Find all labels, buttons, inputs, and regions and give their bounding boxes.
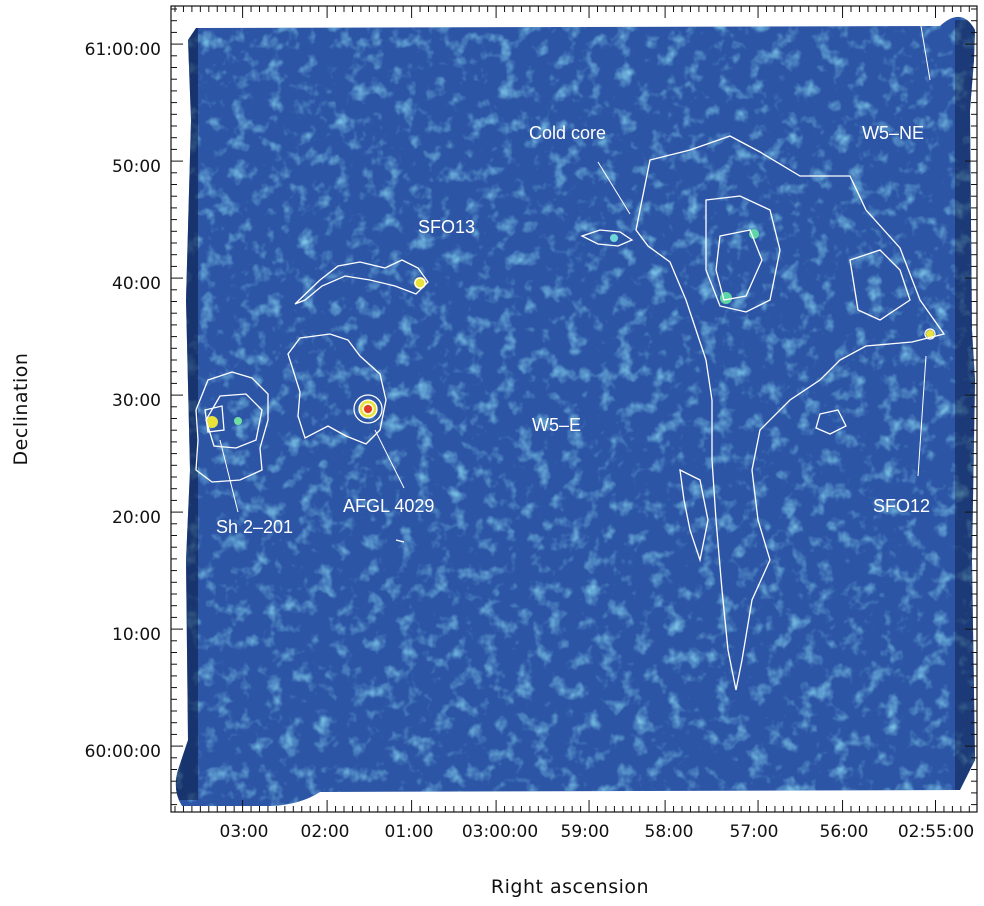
- sfo12-peak: [926, 330, 934, 338]
- contours: [195, 135, 946, 691]
- x-axis-title: Right ascension: [491, 876, 649, 898]
- y-tick-label: 20:00: [112, 508, 161, 528]
- sh2-201-peak: [206, 416, 218, 428]
- annotation-sfo12: SFO12: [873, 496, 930, 516]
- y-tick-label: 60:00:00: [85, 742, 161, 762]
- y-tick-label: 61:00:00: [85, 40, 161, 60]
- y-tick-label: 10:00: [112, 625, 161, 645]
- y-tick-label: 40:00: [112, 274, 161, 294]
- x-tick-label: 59:00: [561, 822, 610, 842]
- x-tick-label: 02:55:00: [898, 822, 974, 842]
- x-tick-label: 02:00: [301, 822, 350, 842]
- x-tick-label: 58:00: [645, 822, 694, 842]
- x-tick-label: 56:00: [820, 822, 869, 842]
- annotations: Cold core W5–NE SFO13 W5–E AFGL 4029 Sh …: [216, 123, 930, 537]
- x-tick-label: 03:00: [220, 822, 269, 842]
- annotation-w5-ne: W5–NE: [862, 123, 924, 143]
- y-tick-label: 50:00: [112, 157, 161, 177]
- leader-lines: [219, 7, 931, 513]
- sfo13-peak: [414, 277, 426, 289]
- sky-map-image: [175, 16, 975, 806]
- y-tick-labels: 61:00:00 50:00 40:00 30:00 20:00 10:00 6…: [85, 40, 161, 762]
- x-tick-labels: 03:00 02:00 01:00 03:00:00 59:00 58:00 5…: [220, 822, 975, 842]
- x-tick-label: 57:00: [730, 822, 779, 842]
- annotation-sfo13: SFO13: [418, 217, 475, 237]
- annotation-afgl-4029: AFGL 4029: [343, 496, 434, 516]
- y-tick-label: 30:00: [112, 391, 161, 411]
- annotation-cold-core: Cold core: [529, 123, 606, 143]
- annotation-w5-e: W5–E: [532, 415, 581, 435]
- plot-frame: [170, 5, 978, 813]
- x-tick-label: 03:00:00: [462, 822, 538, 842]
- axis-ticks: [171, 6, 977, 812]
- x-tick-label: 01:00: [385, 822, 434, 842]
- annotation-sh2-201: Sh 2–201: [216, 517, 293, 537]
- y-axis-title: Declination: [10, 353, 32, 466]
